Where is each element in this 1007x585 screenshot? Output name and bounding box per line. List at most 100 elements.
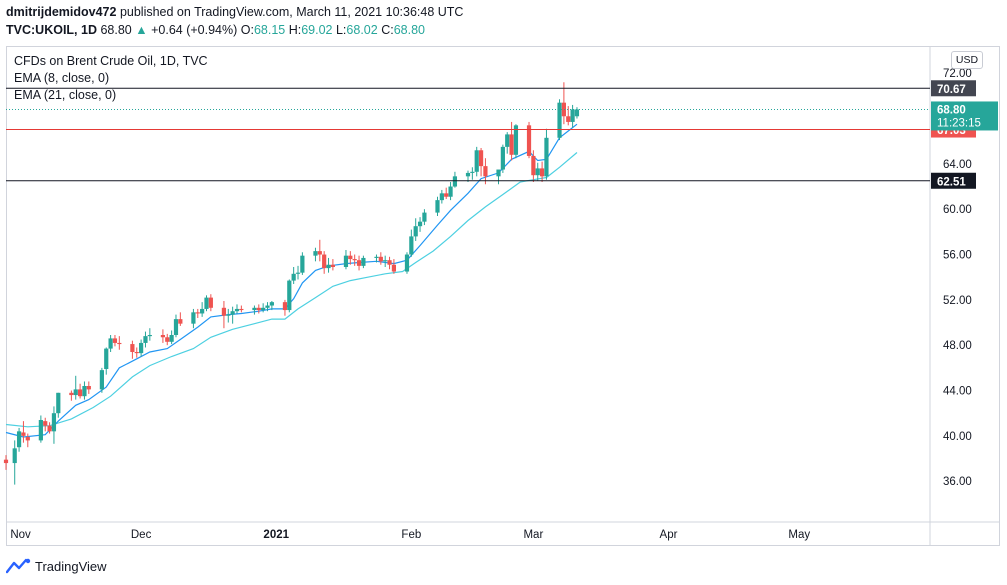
x-tick-label: Nov [10, 529, 31, 541]
bar-countdown: 11:23:15 [937, 117, 981, 129]
x-tick-label: Mar [523, 529, 543, 541]
candle-body [509, 134, 514, 155]
candle-body [535, 168, 540, 176]
currency-button[interactable]: USD [951, 51, 983, 69]
candle-body [43, 421, 48, 426]
candle-body [165, 337, 170, 342]
candle-body [147, 335, 152, 337]
candle-body [539, 168, 545, 177]
y-tick-label: 64.00 [943, 159, 972, 171]
candle-body [160, 335, 166, 338]
candle-body [73, 389, 78, 396]
last-price-label-bg [931, 101, 998, 131]
candle-body [478, 150, 484, 167]
y-tick-label: 72.00 [943, 68, 972, 80]
legend-ema8[interactable]: EMA (8, close, 0) [14, 71, 110, 85]
candle-body [287, 280, 292, 311]
candle-body [291, 273, 296, 281]
y-tick-label: 36.00 [943, 476, 972, 488]
candle-body [500, 146, 505, 170]
chart-frame [6, 46, 1000, 546]
legend-title[interactable]: CFDs on Brent Crude Oil, 1D, TVC [14, 54, 208, 68]
candle-body [313, 251, 318, 256]
level-label-bg [931, 172, 976, 189]
candle-body [531, 155, 536, 176]
candle-body [191, 312, 196, 324]
candle-body [505, 134, 510, 147]
y-tick-label: 44.00 [943, 386, 972, 398]
candle-body [82, 386, 87, 397]
published-text: published on TradingView.com, March 11, … [119, 5, 464, 19]
candle-body [38, 420, 43, 441]
footer-brand-text: TradingView [35, 558, 107, 574]
candle-body [252, 307, 257, 311]
candle-body [77, 389, 83, 397]
candle-body [282, 302, 288, 311]
x-tick-label: Feb [401, 529, 421, 541]
last-price-label: 68.80 [937, 104, 966, 116]
candle-body [143, 336, 148, 343]
candle-body [378, 256, 383, 262]
candle-body [422, 212, 427, 222]
y-tick-label: 52.00 [943, 295, 972, 307]
candle-body [570, 109, 575, 122]
level-label: 70.67 [937, 84, 966, 96]
candle-body [356, 260, 362, 266]
candle-body [117, 342, 122, 345]
ema21-line [5, 152, 578, 428]
level-label: 62.51 [937, 176, 966, 188]
candle-body [108, 338, 113, 349]
candle-body [134, 352, 139, 354]
candle-body [25, 437, 30, 441]
candle-body [86, 386, 91, 390]
candle-body [104, 348, 109, 369]
candle-body [12, 448, 17, 464]
legend-ema21[interactable]: EMA (21, close, 0) [14, 88, 117, 102]
candle-body [452, 176, 458, 187]
candle-body [483, 166, 488, 177]
candle-body [470, 171, 475, 173]
candle-body [99, 370, 104, 390]
candle-body [352, 259, 357, 261]
candle-body [404, 254, 410, 272]
candle-body [169, 335, 174, 342]
y-tick-label: 48.00 [943, 340, 972, 352]
candle-body [234, 308, 240, 312]
symbol-name: TVC:UKOIL, 1D [6, 23, 97, 37]
candle-body [444, 193, 449, 197]
candle-body [409, 236, 414, 255]
candle-body [526, 125, 532, 156]
candle-body [230, 311, 235, 315]
publish-info: dmitrijdemidov472 published on TradingVi… [6, 5, 463, 19]
author-name[interactable]: dmitrijdemidov472 [6, 5, 117, 19]
candle-body [557, 102, 562, 138]
level-label-bg [931, 80, 976, 97]
candle-body [330, 264, 335, 267]
footer-brand: TradingView [6, 558, 107, 574]
x-tick-label: May [788, 529, 810, 541]
candle-body [256, 307, 261, 311]
close-value: 68.80 [393, 23, 425, 37]
y-tick-label: 40.00 [943, 431, 972, 443]
open-label: O: [240, 23, 254, 37]
candle-body [139, 342, 144, 354]
tradingview-logo-icon [6, 558, 31, 574]
low-label: L: [335, 23, 347, 37]
candle-body [348, 255, 353, 260]
candle-body [269, 302, 274, 306]
candle-body [208, 297, 213, 308]
candle-body [566, 116, 571, 122]
change-up-arrow-icon: ▲ [135, 23, 148, 37]
high-value: 69.02 [301, 23, 333, 37]
candle-body [178, 319, 183, 324]
candle-body [322, 254, 327, 269]
y-tick-label: 56.00 [943, 250, 972, 262]
candle-body [51, 413, 57, 432]
candle-body [265, 305, 270, 308]
candle-body [173, 319, 179, 335]
candle-body [387, 260, 392, 265]
candle-body [221, 307, 227, 316]
candle-body [295, 272, 301, 274]
symbol-ohlc-line: TVC:UKOIL, 1D 68.80 ▲ +0.64 (+0.94%) O:6… [6, 23, 425, 37]
